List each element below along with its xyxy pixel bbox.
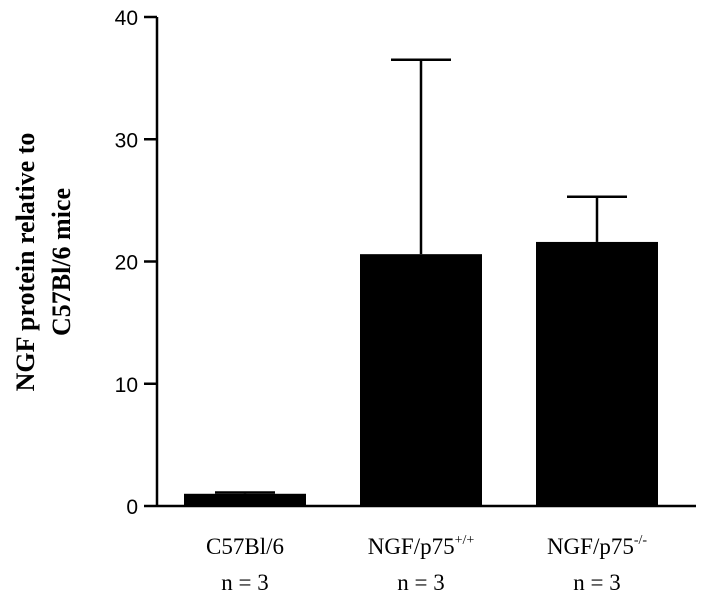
sample-size-label: n = 3 (221, 570, 268, 595)
y-tick-label: 20 (115, 252, 138, 275)
y-tick-label: 40 (115, 7, 138, 30)
y-axis-title-line-2: C57Bl/6 mice (47, 188, 76, 336)
x-tick-label-superscript: +/+ (455, 533, 475, 548)
x-tick-label-superscript: -/- (634, 533, 648, 548)
y-axis-ticks: 0 10 20 30 40 (115, 7, 157, 519)
error-bars (215, 58, 627, 494)
x-tick-label-base: NGF/p75 (368, 534, 455, 559)
y-axis-title-line-1: NGF protein relative to (11, 133, 40, 392)
x-tick-label-base: NGF/p75 (547, 534, 634, 559)
x-tick-label: C57Bl/6 (206, 534, 284, 559)
x-tick-label-base: C57Bl/6 (206, 534, 284, 559)
sample-size-label: n = 3 (573, 570, 620, 595)
sample-size-label: n = 3 (397, 570, 444, 595)
y-axis-title: NGF protein relative to C57Bl/6 mice (11, 133, 76, 392)
y-tick-label: 10 (115, 374, 138, 397)
bar (184, 493, 306, 506)
bar (536, 241, 658, 506)
x-tick-label: NGF/p75-/- (547, 533, 647, 559)
x-tick-label: NGF/p75+/+ (368, 533, 475, 559)
y-tick-label: 0 (126, 496, 138, 519)
bar (360, 254, 482, 506)
bars (184, 241, 658, 506)
y-tick-label: 30 (115, 129, 138, 152)
